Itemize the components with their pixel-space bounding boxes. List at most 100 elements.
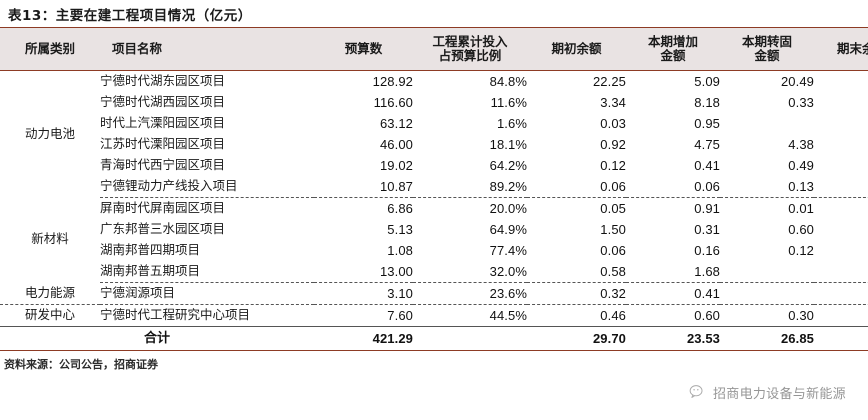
row-category-4: 研发中心 [24,306,75,322]
cell-closing: 0.10 [814,240,868,261]
column-header-addition-line2: 金额 [660,47,686,63]
table-row: 广东邦普三水园区项目 5.13 64.9% 1.50 0.31 0.601.21 [0,219,868,240]
cell-closing: 0.001 [814,175,868,198]
cell-ratio: 64.9% [489,221,527,237]
table-row: 青海时代西宁园区项目 19.02 64.2% 0.12 0.41 0.490.04 [0,155,868,176]
column-header-ratio-line2: 占预算比例 [438,47,502,63]
cell-transfer [720,282,814,305]
column-header-addition-line1: 本期增加 [647,33,698,49]
table-row: 宁德时代湖西园区项目 116.60 11.6% 3.34 8.18 0.3311.20 [0,92,868,113]
cell-opening: 0.03 [600,115,626,131]
project-name-cell: 宁德锂动力产线投入项目 [100,175,314,198]
table-row: 江苏时代溧阳园区项目 46.00 18.1% 0.92 4.75 4.381.30 [0,134,868,155]
cell-closing: 0.04 [814,155,868,176]
cell-transfer: 20.49 [780,73,814,89]
table-row: 新材料 屏南时代屏南园区项目 6.86 20.0% 0.05 0.91 0.010.94 [0,197,868,245]
cell-addition: 0.41 [626,282,720,305]
cell-transfer: 0.60 [788,221,814,237]
total-label: 合计 [0,325,314,351]
cell-addition: 0.60 [694,307,720,323]
total-ratio [413,325,527,351]
cell-opening: 22.25 [592,73,626,89]
cell-opening: 0.05 [600,200,626,216]
cell-transfer: 0.12 [788,242,814,258]
column-header-transfer-line1: 本期转固 [741,33,792,49]
cell-addition: 0.31 [694,221,720,237]
column-header-ratio-line1: 工程累计投入 [432,33,508,49]
cell-ratio: 44.5% [489,307,527,323]
cell-budget: 7.60 [387,307,413,323]
row-category-2: 新材料 [31,231,69,247]
project-name-cell: 广东邦普三水园区项目 [100,220,226,236]
cell-opening: 0.58 [527,260,626,283]
cell-opening: 3.34 [600,94,626,110]
column-header-budget: 预算数 [314,28,413,71]
cell-addition: 8.18 [694,94,720,110]
project-name-cell: 青海时代西宁园区项目 [100,156,226,172]
cell-budget: 1.08 [387,242,413,258]
cell-addition: 0.16 [694,242,720,258]
cell-closing: 0.98 [814,113,868,134]
cell-addition: 1.68 [626,260,720,283]
total-transfer: 26.85 [720,325,814,351]
cell-transfer: 0.01 [788,200,814,216]
table-header-row: 所属类别 项目名称 预算数 工程累计投入 占预算比例 期初余额 本期增加 金额 … [0,28,868,71]
watermark-text: 招商电力设备与新能源 [712,387,846,402]
cell-addition: 0.41 [694,157,720,173]
cell-opening: 0.46 [600,307,626,323]
column-header-transfer-line2: 金额 [754,47,780,63]
total-closing: 26.37 [814,325,868,351]
table-row: 时代上汽溧阳园区项目 63.12 1.6% 0.03 0.95 0.98 [0,113,868,134]
column-header-ratio: 工程累计投入 占预算比例 [413,28,527,71]
cell-transfer: 0.13 [720,175,814,198]
cell-addition: 0.91 [694,200,720,216]
project-name-cell: 宁德时代湖西园区项目 [100,93,226,109]
cell-budget: 6.86 [387,200,413,216]
cell-closing: 1.21 [814,219,868,240]
cell-transfer: 4.38 [788,136,814,152]
cell-addition: 0.95 [694,115,720,131]
cell-addition: 5.09 [694,73,720,89]
cell-ratio: 77.4% [489,242,527,258]
cell-closing: 2.27 [814,260,868,283]
table-header: 所属类别 项目名称 预算数 工程累计投入 占预算比例 期初余额 本期增加 金额 … [0,28,868,71]
cell-closing: 6.86 [814,70,868,92]
cell-transfer [720,260,814,283]
project-name-cell: 湖南邦普四期项目 [100,241,201,257]
project-name-cell: 湖南邦普五期项目 [100,260,314,283]
cell-budget: 13.00 [314,260,413,283]
cell-opening: 0.12 [600,157,626,173]
project-name-cell: 江苏时代溧阳园区项目 [100,135,226,151]
cell-transfer: 0.33 [788,94,814,110]
row-category-1: 动力电池 [24,125,75,141]
wechat-logo-icon [689,385,703,398]
cell-budget: 5.13 [387,221,413,237]
cell-transfer [720,113,814,134]
cell-opening: 1.50 [600,221,626,237]
cell-budget: 46.00 [379,136,413,152]
cell-opening: 0.32 [527,282,626,305]
table-row: 湖南邦普四期项目 1.08 77.4% 0.06 0.16 0.120.10 [0,240,868,261]
column-header-transfer: 本期转固 金额 [720,28,814,71]
column-header-project-name: 项目名称 [100,28,314,71]
cell-closing: 11.20 [814,92,868,113]
cell-budget: 116.60 [373,94,413,110]
row-category-3: 电力能源 [0,282,100,305]
cell-budget: 10.87 [314,175,413,198]
cell-ratio: 20.0% [489,200,527,216]
cell-opening: 0.92 [600,136,626,152]
cell-budget: 3.10 [314,282,413,305]
total-opening: 29.70 [527,325,626,351]
project-name-cell: 宁德时代湖东园区项目 [100,72,226,88]
cell-ratio: 18.1% [489,136,527,152]
total-addition: 23.53 [626,325,720,351]
cell-opening: 0.06 [527,175,626,198]
watermark: 招商电力设备与新能源 [689,383,846,402]
column-header-opening: 期初余额 [527,28,626,71]
column-header-category: 所属类别 [0,28,100,71]
page-title: 表13：主要在建工程项目情况（亿元） [8,8,252,24]
cell-transfer: 0.49 [788,157,814,173]
